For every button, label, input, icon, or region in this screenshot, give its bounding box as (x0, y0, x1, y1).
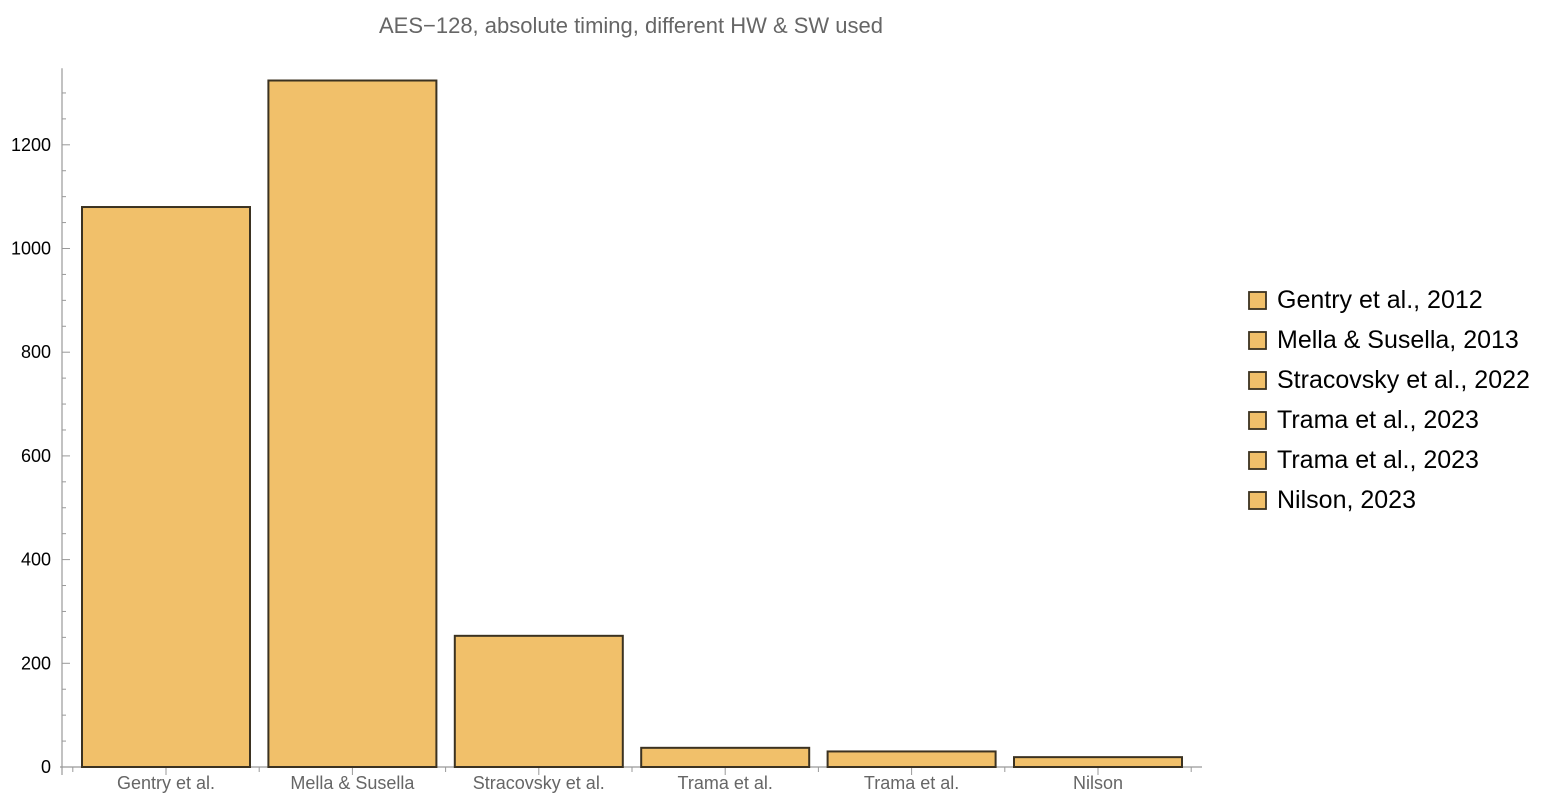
legend-swatch (1248, 451, 1267, 470)
legend: Gentry et al., 2012 Mella & Susella, 2013… (1248, 286, 1530, 514)
legend-label: Nilson, 2023 (1277, 486, 1416, 514)
bar (1013, 756, 1183, 768)
legend-label: Stracovsky et al., 2022 (1277, 366, 1530, 394)
y-tick-label: 1200 (11, 135, 51, 155)
bar (640, 746, 811, 768)
legend-label: Mella & Susella, 2013 (1277, 326, 1519, 354)
bars (81, 79, 1183, 769)
bar (267, 79, 438, 769)
legend-label: Trama et al., 2023 (1277, 406, 1479, 434)
y-tick-label: 0 (41, 757, 51, 777)
x-tick-label: Gentry et al. (117, 773, 215, 793)
chart-title: AES−128, absolute timing, different HW &… (379, 13, 883, 38)
legend-swatch (1248, 291, 1267, 310)
legend-item: Trama et al., 2023 (1248, 406, 1479, 434)
legend-item: Mella & Susella, 2013 (1248, 326, 1519, 354)
x-axis: Gentry et al. Mella & Susella Stracovsky e… (60, 766, 1202, 793)
x-tick-label: Stracovsky et al. (473, 773, 605, 793)
bar (826, 750, 997, 769)
legend-swatch (1248, 491, 1267, 510)
legend-swatch (1248, 371, 1267, 390)
legend-swatch (1248, 411, 1267, 430)
x-tick-label: Trama et al. (864, 773, 959, 793)
y-tick-label: 400 (21, 550, 51, 570)
bar (81, 206, 251, 768)
y-tick-label: 800 (21, 342, 51, 362)
legend-item: Nilson, 2023 (1248, 486, 1416, 514)
x-tick-label: Trama et al. (678, 773, 773, 793)
x-tick-label: Mella & Susella (290, 773, 415, 793)
legend-label: Trama et al., 2023 (1277, 446, 1479, 474)
legend-item: Stracovsky et al., 2022 (1248, 366, 1530, 394)
y-tick-label: 600 (21, 446, 51, 466)
legend-label: Gentry et al., 2012 (1277, 286, 1483, 314)
y-tick-label: 200 (21, 653, 51, 673)
legend-swatch (1248, 331, 1267, 350)
y-axis: 0 200 400 600 800 1000 1200 (11, 68, 70, 777)
y-tick-label: 1000 (11, 239, 51, 259)
legend-item: Trama et al., 2023 (1248, 446, 1479, 474)
bar (453, 634, 624, 769)
legend-item: Gentry et al., 2012 (1248, 286, 1483, 314)
x-tick-label: Nilson (1073, 773, 1123, 793)
